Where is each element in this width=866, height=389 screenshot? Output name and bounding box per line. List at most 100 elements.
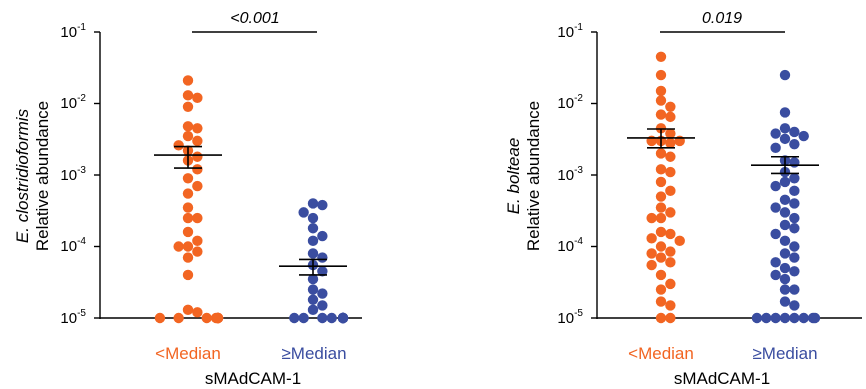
ytick-label-right-2: 10-3	[557, 165, 583, 184]
data-point-median-16	[665, 166, 676, 178]
data-point-median-39	[655, 312, 667, 324]
mean-sem-left	[154, 145, 347, 276]
data-point-median-16	[779, 194, 791, 205]
data-point-median-38	[665, 300, 676, 311]
ylabel-measure-left: Relative abundance	[33, 101, 52, 251]
data-point-median-23	[770, 228, 781, 240]
data-point-median-21	[665, 207, 676, 218]
data-point-median-14	[770, 180, 781, 192]
data-point-median-7	[789, 138, 800, 150]
data-point-median-33	[779, 284, 791, 295]
data-point-median-36	[789, 300, 800, 311]
data-point-median-1	[779, 107, 791, 118]
data-point-median-13	[655, 148, 667, 159]
data-point-median-19	[655, 191, 667, 202]
data-point-median-18	[665, 185, 676, 197]
data-point-median-15	[182, 188, 194, 199]
data-point-median-37	[212, 312, 224, 324]
data-point-median-28	[173, 312, 184, 324]
ytick-label-left-3: 10-4	[60, 236, 86, 255]
data-point-median-26	[779, 248, 791, 259]
data-point-median-14	[665, 151, 676, 162]
data-point-median-23	[192, 246, 203, 257]
data-point-median-20	[789, 212, 800, 224]
data-point-median-5	[798, 130, 809, 142]
panel-left: E. clostridioformis Relative abundance 1…	[13, 10, 362, 388]
data-point-median-40	[665, 312, 676, 324]
data-point-median-7	[192, 135, 203, 147]
data-point-median-32	[665, 257, 676, 268]
data-point-median-1	[182, 90, 194, 101]
data-point-median-12	[307, 284, 319, 295]
data-point-median-19	[779, 207, 791, 218]
data-point-median-31	[154, 312, 166, 324]
data-point-median-5	[192, 123, 203, 134]
data-point-median-38	[789, 312, 800, 324]
data-point-median-13	[182, 173, 194, 184]
ytick-label-left-4: 10-5	[60, 308, 86, 327]
xlabel-right: sMAdCAM-1	[674, 369, 770, 388]
data-point-median-2	[192, 92, 203, 104]
data-point-median-1	[655, 69, 667, 81]
data-point-median-18	[770, 202, 781, 213]
data-point-median-19	[326, 312, 337, 324]
data-point-median-29	[201, 312, 212, 324]
data-point-median-36	[655, 284, 667, 295]
ylabel-measure-right: Relative abundance	[524, 101, 543, 251]
ylabel-species-left: E. clostridioformis	[13, 108, 32, 243]
data-point-median-20	[655, 202, 667, 213]
data-point-median-15	[317, 300, 328, 311]
xtick-low-right: <Median	[628, 344, 694, 363]
data-point-median-35	[779, 296, 791, 307]
data-point-median-0	[182, 75, 194, 86]
data-point-median-2	[779, 123, 791, 134]
data-point-median-17	[655, 176, 667, 188]
data-point-median-8	[173, 140, 184, 151]
data-point-median-20	[192, 235, 203, 247]
data-point-median-39	[770, 312, 781, 324]
data-point-median-31	[770, 269, 781, 281]
data-point-median-18	[192, 212, 203, 224]
data-point-median-14	[192, 180, 203, 192]
ylabel-species-right: E. bolteae	[504, 138, 523, 215]
data-point-median-17	[182, 212, 194, 224]
data-point-median-35	[337, 312, 349, 324]
data-point-median-35	[665, 278, 676, 290]
data-point-median-10	[192, 151, 203, 162]
pvalue-left: <0.001	[230, 10, 279, 27]
data-point-median-24	[655, 226, 667, 238]
data-point-median-3	[182, 101, 194, 112]
data-point-median-4	[770, 128, 781, 139]
pvalue-right: 0.019	[702, 10, 742, 27]
data-point-median-0	[307, 198, 319, 209]
data-point-median-28	[770, 257, 781, 268]
data-point-median-8	[317, 252, 328, 263]
data-point-median-28	[655, 241, 667, 252]
data-point-median-4	[307, 223, 319, 234]
data-point-median-19	[182, 226, 194, 238]
data-point-median-5	[655, 109, 667, 120]
data-point-median-17	[317, 312, 328, 324]
data-point-median-27	[789, 252, 800, 263]
data-point-median-22	[789, 223, 800, 234]
data-point-median-24	[182, 252, 194, 263]
data-point-median-16	[182, 202, 194, 213]
data-point-median-32	[779, 273, 791, 285]
data-point-median-41	[761, 312, 772, 324]
data-point-median-21	[779, 219, 791, 231]
data-point-median-26	[646, 233, 657, 244]
data-point-median-10	[317, 266, 328, 277]
data-point-median-30	[789, 266, 800, 277]
dots-left	[154, 75, 349, 324]
data-point-median-3	[307, 212, 319, 224]
data-point-median-11	[307, 273, 319, 285]
data-point-median-4	[665, 101, 676, 112]
data-point-median-37	[779, 312, 791, 324]
data-point-median-4	[182, 121, 194, 132]
data-point-median-33	[646, 259, 657, 271]
data-point-median-20	[289, 312, 300, 324]
data-point-median-6	[307, 235, 319, 247]
data-point-median-25	[182, 269, 194, 281]
data-point-median-31	[655, 252, 667, 263]
